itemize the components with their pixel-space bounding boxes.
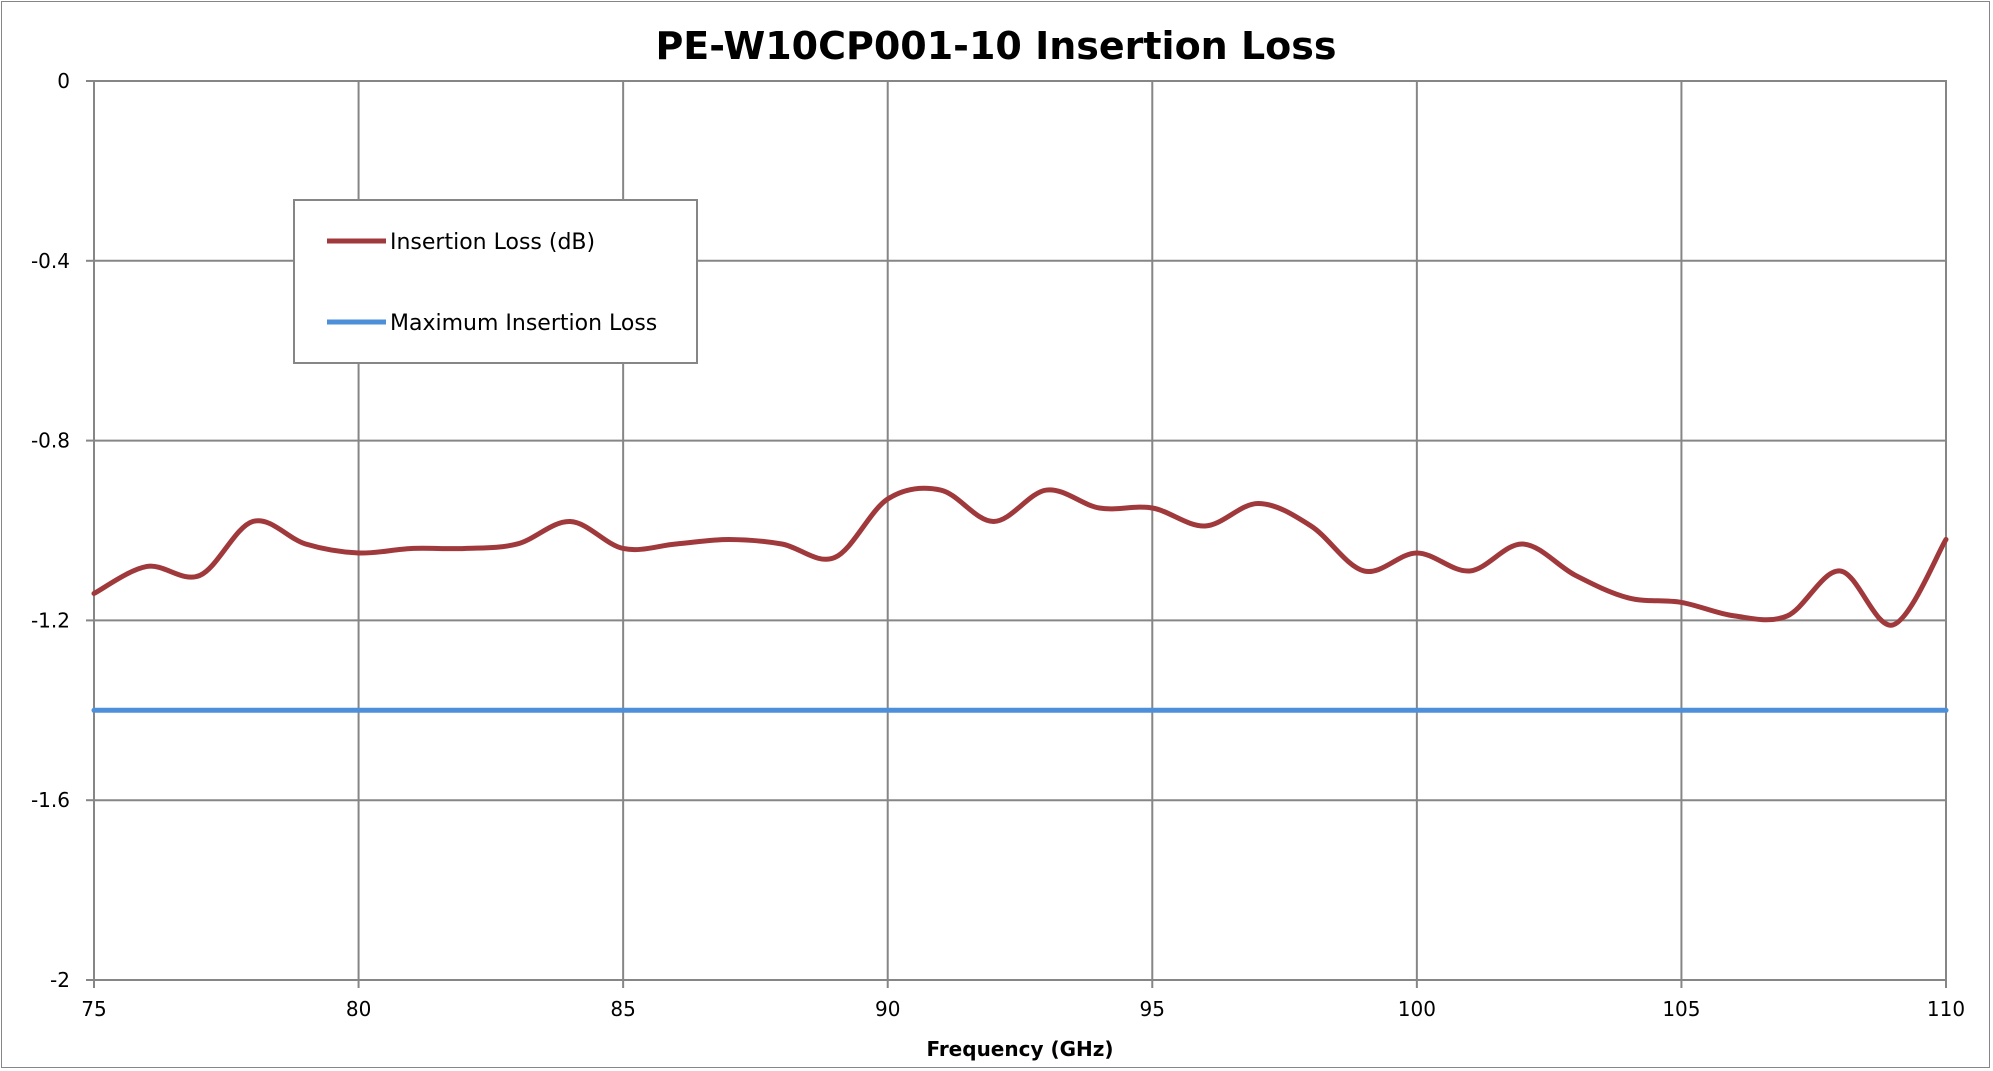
y-tick-label: -2 [50, 968, 70, 992]
x-tick-label: 80 [346, 997, 371, 1021]
y-tick-label: -0.8 [31, 429, 70, 453]
legend-label-maximum-insertion-loss: Maximum Insertion Loss [390, 311, 657, 336]
series-group [91, 485, 1949, 713]
x-axis-label: Frequency (GHz) [926, 1037, 1113, 1061]
x-tick-label: 90 [875, 997, 900, 1021]
y-tick-label: -1.6 [31, 788, 70, 812]
y-axis-ticks: 0 -0.4 -0.8 -1.2 -1.6 -2 [31, 69, 94, 992]
x-tick-label: 75 [81, 997, 106, 1021]
chart-title: PE-W10CP001-10 Insertion Loss [655, 24, 1336, 68]
series-line-insertion-loss [91, 485, 1949, 628]
x-tick-label: 85 [610, 997, 635, 1021]
x-tick-label: 100 [1398, 997, 1436, 1021]
legend-box [293, 199, 698, 364]
x-tick-label: 95 [1140, 997, 1165, 1021]
y-tick-label: 0 [57, 69, 70, 93]
x-axis-ticks: 75 80 85 90 95 100 105 110 [81, 980, 1965, 1021]
plot-area-border [93, 80, 1947, 981]
x-tick-label: 110 [1927, 997, 1965, 1021]
y-tick-label: -1.2 [31, 608, 70, 632]
y-tick-label: -0.4 [31, 249, 70, 273]
x-tick-label: 105 [1662, 997, 1700, 1021]
legend: Insertion Loss (dB) Maximum Insertion Lo… [293, 199, 698, 364]
legend-label-insertion-loss: Insertion Loss (dB) [390, 230, 595, 255]
